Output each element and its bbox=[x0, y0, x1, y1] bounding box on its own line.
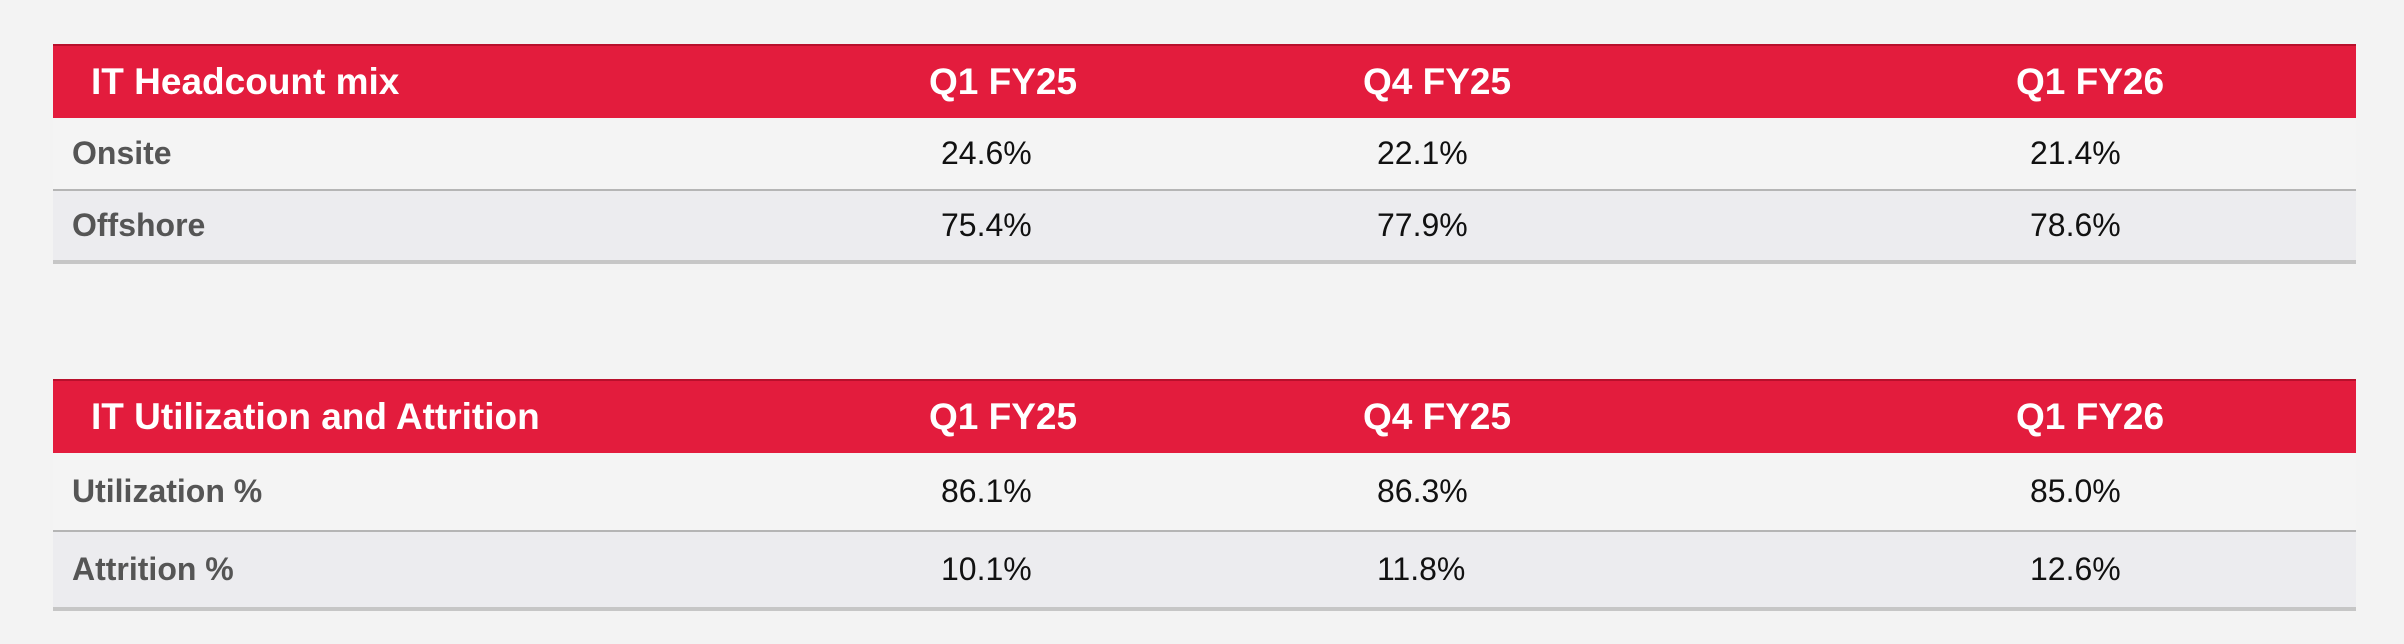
utilization-table-title: IT Utilization and Attrition bbox=[53, 379, 647, 453]
table-cell: 77.9% bbox=[1363, 190, 1732, 264]
table-cell: 75.4% bbox=[647, 190, 1363, 264]
table-row-offshore: Offshore 75.4% 77.9% 78.6% bbox=[53, 190, 2356, 264]
table-row-onsite: Onsite 24.6% 22.1% 21.4% bbox=[53, 118, 2356, 191]
table-cell: 78.6% bbox=[1732, 190, 2356, 264]
table-cell: 10.1% bbox=[647, 531, 1363, 611]
column-header-q4-fy25: Q4 FY25 bbox=[1363, 379, 1732, 453]
column-header-q4-fy25: Q4 FY25 bbox=[1363, 44, 1732, 118]
row-label: Attrition % bbox=[53, 531, 647, 611]
table-row-utilization: Utilization % 86.1% 86.3% 85.0% bbox=[53, 453, 2356, 532]
headcount-header-row: IT Headcount mix Q1 FY25 Q4 FY25 Q1 FY26 bbox=[53, 44, 2356, 118]
table-cell: 11.8% bbox=[1363, 531, 1732, 611]
column-header-q1-fy26: Q1 FY26 bbox=[1732, 44, 2356, 118]
table-row-attrition: Attrition % 10.1% 11.8% 12.6% bbox=[53, 531, 2356, 611]
headcount-mix-table: IT Headcount mix Q1 FY25 Q4 FY25 Q1 FY26… bbox=[53, 44, 2356, 264]
headcount-table-title: IT Headcount mix bbox=[53, 44, 647, 118]
utilization-attrition-table: IT Utilization and Attrition Q1 FY25 Q4 … bbox=[53, 379, 2356, 611]
column-header-q1-fy25: Q1 FY25 bbox=[647, 379, 1363, 453]
utilization-header-row: IT Utilization and Attrition Q1 FY25 Q4 … bbox=[53, 379, 2356, 453]
row-label: Utilization % bbox=[53, 453, 647, 532]
table-cell: 12.6% bbox=[1732, 531, 2356, 611]
row-label: Offshore bbox=[53, 190, 647, 264]
row-label: Onsite bbox=[53, 118, 647, 191]
column-header-q1-fy25: Q1 FY25 bbox=[647, 44, 1363, 118]
table-cell: 24.6% bbox=[647, 118, 1363, 191]
table-cell: 21.4% bbox=[1732, 118, 2356, 191]
table-cell: 86.1% bbox=[647, 453, 1363, 532]
table-cell: 86.3% bbox=[1363, 453, 1732, 532]
column-header-q1-fy26: Q1 FY26 bbox=[1732, 379, 2356, 453]
table-cell: 85.0% bbox=[1732, 453, 2356, 532]
table-cell: 22.1% bbox=[1363, 118, 1732, 191]
